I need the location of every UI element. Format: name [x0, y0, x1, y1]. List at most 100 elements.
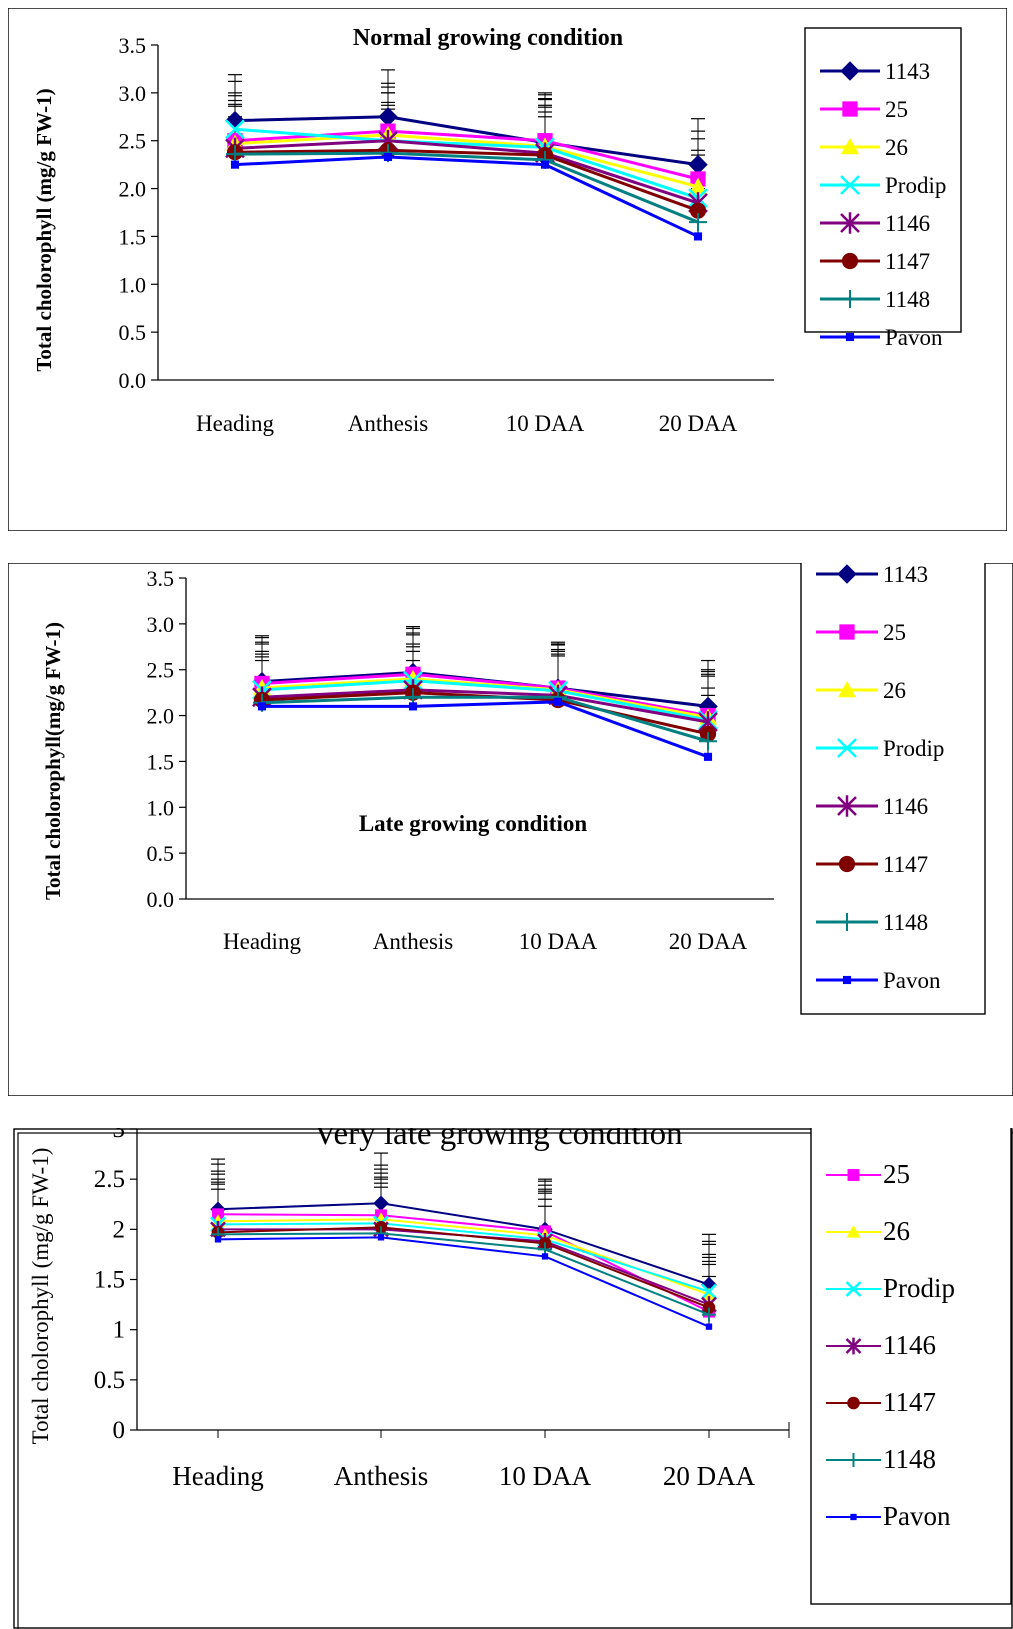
legend-marker-1148 [838, 913, 856, 931]
legend-marker-1147 [847, 1396, 860, 1410]
y-tick-label: 1.5 [119, 224, 147, 249]
series-line-1143 [217, 1202, 710, 1286]
legend-label-1147: 1147 [885, 249, 930, 274]
x-tick-label-anthesis: Anthesis [334, 1461, 429, 1491]
legend-label-prodip: Prodip [883, 736, 944, 761]
legend-marker-1148 [841, 290, 859, 308]
legend-marker-1143 [837, 564, 857, 584]
point-1143 [225, 110, 245, 131]
legend-label-26: 26 [885, 135, 908, 160]
legend-label-prodip: Prodip [883, 1273, 955, 1303]
x-tick-label-anthesis: Anthesis [373, 929, 454, 954]
y-tick-label: 1 [113, 1317, 126, 1344]
point-pavon [705, 1323, 713, 1330]
y-tick-label: 1.5 [94, 1267, 125, 1294]
series-line-1146 [234, 139, 699, 205]
legend-marker-1146 [845, 1337, 862, 1355]
legend-label-1148: 1148 [885, 287, 930, 312]
legend-label-1143: 1143 [883, 563, 928, 587]
legend-label-26: 26 [883, 678, 906, 703]
series-line-1147 [217, 1226, 710, 1309]
point-pavon [377, 1234, 385, 1241]
y-tick-label: 2.0 [119, 177, 147, 202]
legend-marker-26 [841, 138, 859, 155]
legend-label-1146: 1146 [883, 1330, 936, 1360]
series-line-26 [234, 133, 699, 189]
panel-frame-inner [17, 1132, 1013, 1629]
y-axis-label: Total cholorophyll (mg/g FW-1) [32, 88, 56, 371]
point-26 [702, 1287, 716, 1301]
x-tick-label-heading: Heading [196, 411, 274, 436]
legend-label-pavon: Pavon [883, 1501, 951, 1531]
y-tick-label: 3 [113, 1128, 126, 1143]
point-pavon [703, 752, 713, 761]
chart-panel-very-late: 0 0.5 1 1.5 2 2.5 3 Heading Anthesis 10 DAA 20 DAA… [13, 1128, 1013, 1629]
x-tick-label-anthesis: Anthesis [348, 411, 429, 436]
series-line-1146 [261, 688, 709, 724]
y-tick-label: 2.5 [119, 129, 147, 154]
point-prodip [701, 1283, 717, 1300]
series-line-1148 [261, 695, 709, 743]
point-1148 [689, 213, 707, 232]
legend-marker-26 [838, 681, 856, 698]
y-tick-label: 3.0 [147, 612, 175, 637]
legend-marker-1143 [840, 61, 860, 81]
point-pavon [214, 1236, 222, 1243]
point-1147 [702, 1301, 716, 1314]
y-tick-label: 3.0 [119, 81, 147, 106]
legend-marker-25 [839, 624, 855, 640]
legend-marker-25 [842, 101, 858, 117]
point-26 [689, 177, 707, 194]
chart-panel-late: 0.0 0.5 1.0 1.5 2.0 2.5 3.0 3.5 Heading Anthesis 1… [8, 563, 1013, 1096]
series-line-pavon [262, 700, 709, 759]
point-1148 [702, 1307, 716, 1322]
y-tick-label: 2.5 [94, 1166, 125, 1193]
legend-box [800, 563, 986, 1015]
y-tick-label: 0.5 [119, 320, 147, 345]
legend-label-25: 25 [885, 97, 908, 122]
y-tick-label: 3.5 [119, 33, 147, 58]
legend-marker-prodip [837, 738, 857, 758]
point-26 [374, 1212, 388, 1225]
legend-label-pavon: Pavon [885, 325, 943, 350]
y-tick-label: 2.5 [147, 658, 175, 683]
point-1147 [689, 202, 707, 219]
legend-marker-1146 [840, 212, 860, 234]
legend-label-1148: 1148 [883, 1444, 936, 1474]
chart-late: 0.0 0.5 1.0 1.5 2.0 2.5 3.0 3.5 Heading Anthesis 1… [8, 563, 1013, 1096]
chart-title: Normal growing condition [353, 25, 623, 51]
legend-label-26: 26 [883, 1216, 910, 1246]
y-tick-label: 0.0 [147, 887, 175, 912]
legend-label-1147: 1147 [883, 852, 928, 877]
legend-label-pavon: Pavon [883, 968, 941, 993]
point-pavon [257, 702, 267, 711]
legend-label-25: 25 [883, 1159, 910, 1189]
legend-box [810, 1128, 1012, 1605]
point-1143 [688, 154, 708, 175]
x-tick-label-10-daa: 10 DAA [499, 1461, 592, 1491]
point-1148 [699, 732, 717, 751]
chart-very-late: 0 0.5 1 1.5 2 2.5 3 Heading Anthesis 10 DAA 20 DAA… [13, 1128, 1013, 1629]
legend-marker-pavon [850, 1513, 857, 1521]
point-pavon [408, 702, 418, 711]
legend-marker-1148 [846, 1453, 861, 1467]
series-line-prodip [261, 679, 709, 722]
y-tick-label: 0.5 [147, 841, 175, 866]
point-pavon [541, 1253, 549, 1260]
y-axis-label: Total cholorophyll (mg/g FW-1) [28, 1148, 53, 1445]
y-tick-label: 1.0 [119, 272, 147, 297]
point-pavon [693, 232, 703, 241]
x-tick-label-20-daa: 20 DAA [659, 411, 738, 436]
series-line-pavon [234, 155, 699, 238]
series-line-1148 [234, 151, 699, 224]
point-1143 [378, 107, 398, 127]
y-tick-label: 0 [113, 1417, 126, 1444]
legend-marker-pavon [845, 332, 855, 342]
legend-marker-25 [847, 1169, 860, 1181]
legend-label-1143: 1143 [885, 59, 930, 84]
x-tick-label-heading: Heading [223, 929, 301, 954]
series-line-1143 [234, 115, 699, 167]
y-tick-label: 2 [113, 1216, 126, 1243]
y-tick-label: 1.5 [147, 749, 175, 774]
legend-marker-prodip [840, 175, 860, 195]
